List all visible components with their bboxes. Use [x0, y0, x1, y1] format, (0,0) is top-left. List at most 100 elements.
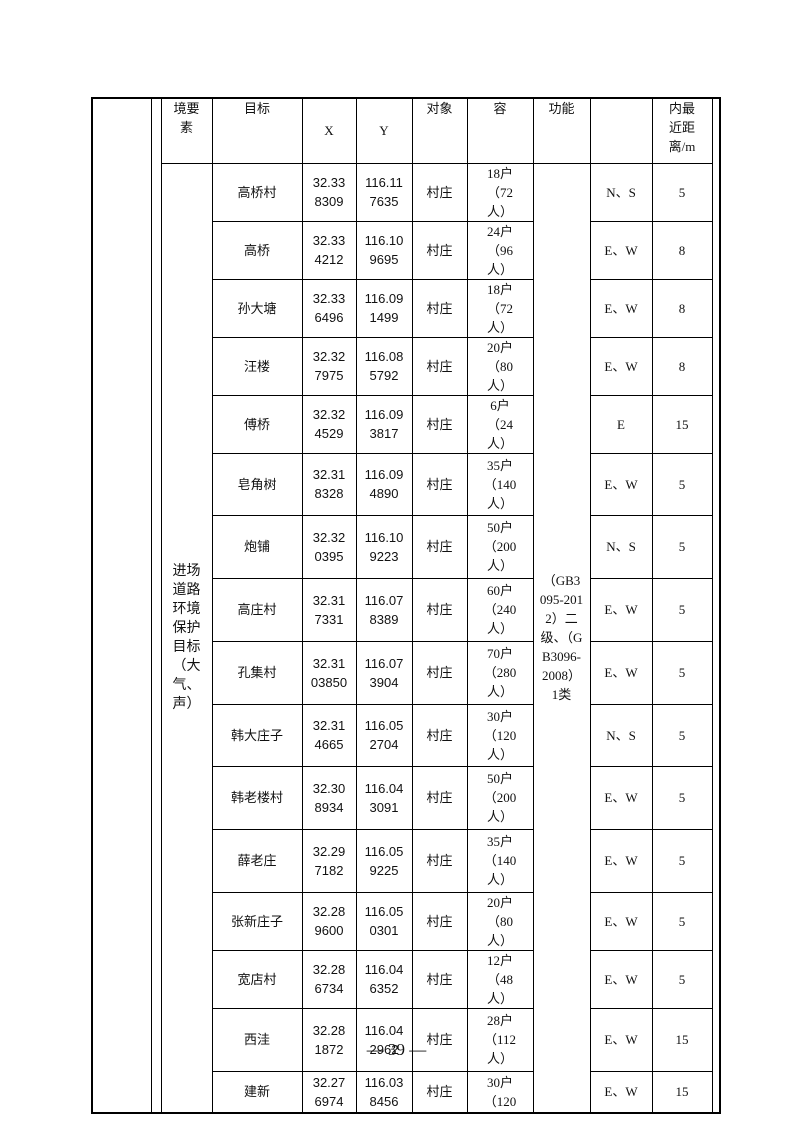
header-x: X	[301, 97, 357, 164]
object: 村庄	[411, 394, 468, 454]
target-name: 西洼	[211, 1007, 303, 1072]
coord-x: 32.281872	[301, 1007, 357, 1072]
direction: N、S	[589, 703, 653, 767]
object: 村庄	[411, 949, 468, 1009]
size: 20户（80人）	[466, 891, 534, 951]
distance: 5	[651, 162, 713, 222]
object: 村庄	[411, 577, 468, 642]
blank-cell	[589, 97, 653, 164]
size: 35户（140人）	[466, 452, 534, 516]
direction: E、W	[589, 1070, 653, 1114]
object: 村庄	[411, 1070, 468, 1114]
header-function: 功能	[532, 97, 591, 164]
direction: E、W	[589, 640, 653, 705]
target-name: 薛老庄	[211, 828, 303, 893]
coord-x: 32.308934	[301, 765, 357, 830]
target-name: 皂角树	[211, 452, 303, 516]
direction: N、S	[589, 162, 653, 222]
header-object: 对象	[411, 97, 468, 164]
coord-x: 32.327975	[301, 336, 357, 396]
blank-cell	[150, 97, 162, 1114]
distance: 5	[651, 949, 713, 1009]
object: 村庄	[411, 703, 468, 767]
coord-y: 116.094890	[355, 452, 413, 516]
size: 60户（240人）	[466, 577, 534, 642]
header-size: 容	[466, 97, 534, 164]
page-number: — 39 —	[366, 1040, 427, 1059]
direction: N、S	[589, 514, 653, 579]
coord-x: 32.320395	[301, 514, 357, 579]
direction: E、W	[589, 278, 653, 338]
coord-y: 116.059225	[355, 828, 413, 893]
coord-y: 116.091499	[355, 278, 413, 338]
distance: 5	[651, 765, 713, 830]
coord-x: 32.336496	[301, 278, 357, 338]
target-name: 孔集村	[211, 640, 303, 705]
target-name: 高桥	[211, 220, 303, 280]
distance: 15	[651, 394, 713, 454]
coord-y: 116.050301	[355, 891, 413, 951]
coord-y: 116.085792	[355, 336, 413, 396]
header-distance: 内最近距离/m	[651, 97, 713, 164]
target-name: 韩大庄子	[211, 703, 303, 767]
distance: 5	[651, 577, 713, 642]
direction: E、W	[589, 765, 653, 830]
target-name: 张新庄子	[211, 891, 303, 951]
coord-y: 116.038456	[355, 1070, 413, 1114]
blank-cell	[91, 97, 152, 1114]
coord-y: 116.073904	[355, 640, 413, 705]
target-name: 高庄村	[211, 577, 303, 642]
coord-x: 32.314665	[301, 703, 357, 767]
distance: 5	[651, 703, 713, 767]
size: 18户（72人）	[466, 162, 534, 222]
size: 6户（24人）	[466, 394, 534, 454]
target-name: 炮铺	[211, 514, 303, 579]
distance: 5	[651, 514, 713, 579]
object: 村庄	[411, 162, 468, 222]
coord-x: 32.3103850	[301, 640, 357, 705]
distance: 5	[651, 640, 713, 705]
size: 20户（80人）	[466, 336, 534, 396]
distance: 8	[651, 220, 713, 280]
distance: 5	[651, 828, 713, 893]
category-cell: 进场道路环境保护目标（大气、声）	[160, 162, 213, 1114]
size: 24户（96人）	[466, 220, 534, 280]
object: 村庄	[411, 640, 468, 705]
direction: E、W	[589, 336, 653, 396]
size: 70户（280人）	[466, 640, 534, 705]
function-cell: （GB3095-2012）二级、（GB3096-2008）1类	[532, 162, 591, 1114]
coord-x: 32.297182	[301, 828, 357, 893]
size: 35户（140人）	[466, 828, 534, 893]
direction: E	[589, 394, 653, 454]
object: 村庄	[411, 765, 468, 830]
target-name: 韩老楼村	[211, 765, 303, 830]
size: 50户（200人）	[466, 765, 534, 830]
target-name: 傅桥	[211, 394, 303, 454]
direction: E、W	[589, 828, 653, 893]
table: 境要素 目标 X Y 对象容功能 内最近距离/m 进场道路环境保护目标（大气、声） 高桥村 32…	[91, 97, 721, 1114]
coord-y: 116.109695	[355, 220, 413, 280]
coord-y: 116.078389	[355, 577, 413, 642]
coord-x: 32.289600	[301, 891, 357, 951]
size: 50户（200人）	[466, 514, 534, 579]
header-category: 境要素	[160, 97, 213, 164]
size: 30户（120人）	[466, 703, 534, 767]
coord-x: 32.338309	[301, 162, 357, 222]
object: 村庄	[411, 891, 468, 951]
coord-x: 32.334212	[301, 220, 357, 280]
direction: E、W	[589, 891, 653, 951]
distance: 15	[651, 1007, 713, 1072]
target-name: 建新	[211, 1070, 303, 1114]
coord-x: 32.324529	[301, 394, 357, 454]
size: 18户（72人）	[466, 278, 534, 338]
distance: 15	[651, 1070, 713, 1114]
distance: 8	[651, 278, 713, 338]
direction: E、W	[589, 452, 653, 516]
coord-y: 116.052704	[355, 703, 413, 767]
coord-y: 116.117635	[355, 162, 413, 222]
direction: E、W	[589, 220, 653, 280]
coord-y: 116.046352	[355, 949, 413, 1009]
direction: E、W	[589, 1007, 653, 1072]
coord-y: 116.043091	[355, 765, 413, 830]
target-name: 高桥村	[211, 162, 303, 222]
